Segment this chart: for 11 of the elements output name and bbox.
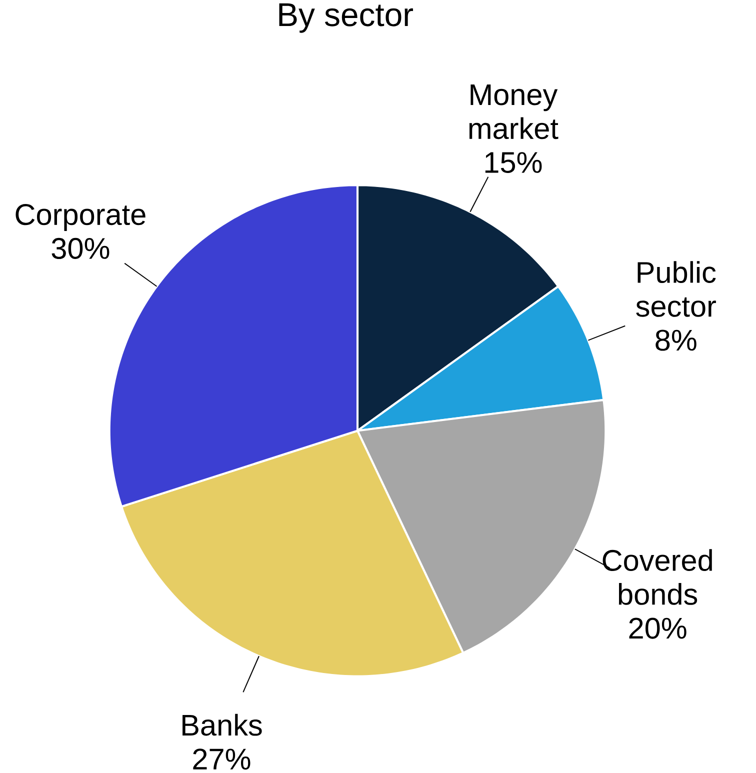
data-label: 20% (629, 618, 686, 639)
slice-label: Public sector (636, 261, 716, 317)
chart-title: By sector (279, 3, 413, 33)
data-label: 15% (485, 152, 542, 174)
data-label: 27% (193, 748, 250, 770)
slice-label: Covered bonds (602, 549, 712, 605)
slice-label: Corporate (16, 204, 146, 232)
slice-label: Banks (182, 714, 262, 736)
data-label: 8% (655, 330, 696, 351)
slice-label: Money market (469, 84, 558, 140)
data-label: 30% (52, 238, 110, 260)
